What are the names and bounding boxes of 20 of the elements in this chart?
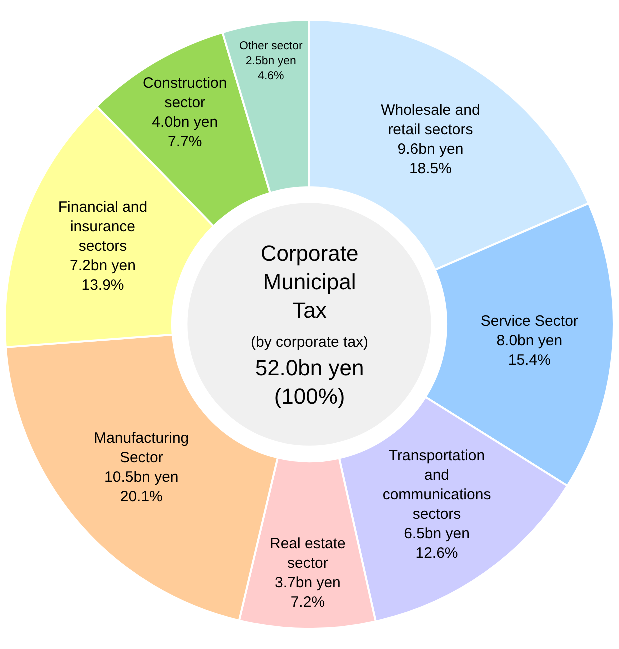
text: (100%) [274, 384, 346, 409]
slice-label: Service Sector [480, 313, 578, 330]
text: 52.0bn yen [255, 355, 364, 380]
slice-label: Manufacturing Sector [94, 430, 190, 467]
slice-label: Construction sector [143, 74, 228, 112]
data-label: 4.0bn yen 7.7% [152, 114, 218, 150]
slice-label: Wholesale and retail sectors [381, 102, 480, 139]
data-label: 7.2bn yen 13.9% [70, 257, 136, 294]
slice-label: Other sector [239, 40, 304, 53]
data-label: 8.0bn yen 15.4% [496, 332, 563, 370]
data-label: 10.5bn yen 20.1% [104, 469, 179, 506]
data-label: 9.6bn yen 18.5% [398, 141, 464, 178]
text: (by corporate tax) [251, 334, 369, 351]
data-label: 6.5bn yen 12.6% [404, 525, 470, 562]
slice-label: Real estate sector [270, 535, 346, 572]
slice-label: Transportation and communications sectors [382, 447, 492, 523]
data-label: 3.7bn yen 7.2% [274, 574, 341, 611]
data-label: 2.5bn yen 4.6% [246, 56, 296, 83]
slice-label: Financial and insurance sectors [58, 198, 148, 255]
text: Corporate Municipal Tax [260, 241, 359, 324]
